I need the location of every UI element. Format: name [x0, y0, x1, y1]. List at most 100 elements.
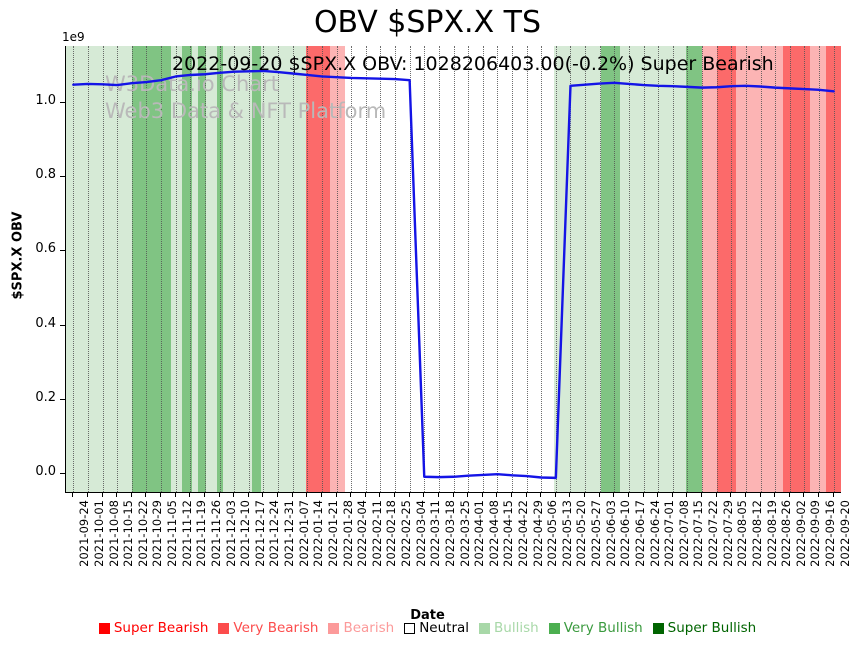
x-axis-tick-mark: [569, 493, 571, 497]
sentiment-band-very_bullish: [197, 46, 206, 492]
gridline-vertical: [395, 46, 396, 492]
gridline-vertical: [219, 46, 221, 492]
gridline-vertical: [731, 46, 733, 492]
gridline-vertical: [351, 46, 353, 492]
gridline-vertical: [438, 46, 440, 492]
x-axis-tick-label: 2022-08-12: [749, 500, 764, 567]
x-axis-tick-mark: [408, 493, 410, 497]
gridline-vertical: [117, 46, 119, 492]
legend-item[interactable]: Bearish: [328, 620, 394, 636]
gridline-vertical: [321, 46, 323, 492]
x-axis-tick-mark: [540, 493, 542, 497]
legend: Super Bearish Very Bearish Bearish Neutral B…: [0, 620, 855, 636]
x-axis-tick-label: 2021-11-05: [165, 500, 180, 567]
legend-item[interactable]: Very Bearish: [218, 620, 318, 636]
x-axis-tick-label: 2021-11-26: [208, 500, 223, 567]
sentiment-band-bullish: [66, 46, 70, 492]
x-axis-tick-mark: [145, 493, 147, 497]
gridline-vertical: [526, 46, 528, 492]
legend-swatch: [479, 622, 491, 634]
gridline-vertical: [248, 46, 250, 492]
x-axis-tick-label: 2022-06-10: [618, 500, 633, 567]
gridline-vertical: [73, 46, 75, 492]
x-axis-tick-mark: [832, 493, 834, 497]
sentiment-band-very_bearish: [306, 46, 330, 492]
legend-swatch: [328, 622, 340, 634]
x-axis-tick-mark: [437, 493, 439, 497]
x-axis-tick-mark: [101, 493, 103, 497]
gridline-vertical: [424, 46, 426, 492]
page-title: OBV $SPX.X TS: [313, 5, 542, 40]
x-axis-tick-mark: [160, 493, 162, 497]
gridline-vertical: [585, 46, 587, 492]
gridline-vertical: [833, 46, 835, 492]
x-axis-tick-mark: [803, 493, 805, 497]
gridline-vertical: [570, 46, 572, 492]
x-axis-tick-label: 2022-05-06: [545, 500, 560, 567]
legend-item[interactable]: Super Bearish: [98, 620, 208, 636]
x-axis-tick-label: 2022-03-18: [442, 500, 457, 567]
legend-item[interactable]: Super Bullish: [652, 620, 756, 636]
gridline-vertical: [190, 46, 192, 492]
sentiment-band-bullish: [620, 46, 686, 492]
y-axis-title: $SPX.X OBV: [10, 211, 26, 300]
x-axis-tick-mark: [554, 493, 556, 497]
x-axis-tick-label: 2022-08-19: [764, 500, 779, 567]
sentiment-band-bullish: [261, 46, 307, 492]
x-axis-tick-mark: [335, 493, 337, 497]
x-axis-tick-label: 2022-02-11: [369, 500, 384, 567]
x-axis-tick-label: 2021-10-22: [135, 500, 150, 567]
x-axis-tick-mark: [262, 493, 264, 497]
x-axis-tick-mark: [642, 493, 644, 497]
gridline-vertical: [716, 46, 718, 492]
x-axis-tick-mark: [320, 493, 322, 497]
x-axis-tick-label: 2022-05-13: [559, 500, 574, 567]
x-axis-tick-label: 2022-07-08: [676, 500, 691, 567]
x-axis-tick-mark: [277, 493, 279, 497]
x-axis-tick-mark: [730, 493, 732, 497]
legend-item[interactable]: Neutral: [404, 620, 469, 636]
x-axis-tick-label: 2022-08-05: [735, 500, 750, 567]
x-axis-tick-label: 2021-10-08: [106, 500, 121, 567]
x-axis-tick-label: 2021-12-31: [282, 500, 297, 567]
x-axis-tick-mark: [116, 493, 118, 497]
x-axis-tick-label: 2022-07-15: [691, 500, 706, 567]
x-axis-tick-label: 2021-11-19: [194, 500, 209, 567]
legend-item[interactable]: Bullish: [479, 620, 539, 636]
legend-item[interactable]: Very Bullish: [548, 620, 643, 636]
x-axis-tick-mark: [701, 493, 703, 497]
x-axis-tick-label: 2022-01-14: [311, 500, 326, 567]
x-axis-tick-mark: [744, 493, 746, 497]
x-axis-tick-label: 2022-01-07: [296, 500, 311, 567]
gridline-vertical: [745, 46, 747, 492]
x-axis-tick-label: 2021-10-01: [91, 500, 106, 567]
x-axis-tick-label: 2022-04-15: [501, 500, 516, 567]
legend-label: Bullish: [494, 620, 539, 636]
x-axis-tick-label: 2022-01-28: [340, 500, 355, 567]
gridline-vertical: [175, 46, 177, 492]
x-axis-tick-label: 2022-03-25: [457, 500, 472, 567]
gridline-vertical: [87, 46, 89, 492]
y-axis-tick-mark: [60, 399, 65, 401]
gridline-vertical: [555, 46, 557, 492]
x-axis-tick-mark: [481, 493, 483, 497]
y-axis-tick-label: 1.0: [35, 92, 56, 108]
gridline-vertical: [161, 46, 163, 492]
x-axis-tick-mark: [379, 493, 381, 497]
gridline-vertical: [702, 46, 704, 492]
sentiment-band-very_bearish: [825, 46, 841, 492]
x-axis-tick-mark: [496, 493, 498, 497]
obv-line-series: [72, 69, 835, 480]
x-axis-tick-label: 2022-02-25: [399, 500, 413, 567]
gridline-vertical: [131, 46, 133, 492]
gridline-vertical: [819, 46, 821, 492]
sentiment-band-bullish: [69, 46, 132, 492]
x-axis-tick-mark: [788, 493, 790, 497]
legend-label: Neutral: [419, 620, 470, 636]
x-axis-tick-label: 2021-12-24: [267, 500, 282, 567]
x-axis-tick-mark: [350, 493, 352, 497]
x-axis-tick-mark: [584, 493, 586, 497]
gridline-vertical: [292, 46, 294, 492]
legend-label: Very Bearish: [233, 620, 319, 636]
gridline-vertical: [234, 46, 236, 492]
